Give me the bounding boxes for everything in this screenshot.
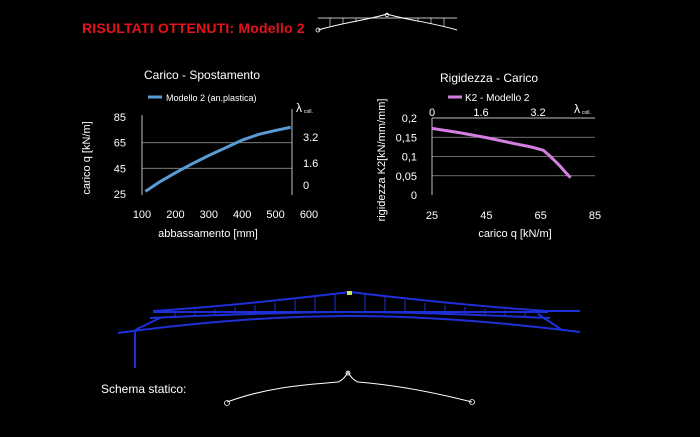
chart1-x-tick-label: 100 [133, 209, 151, 221]
chart2-secondary-tick-label: 1.6 [473, 107, 488, 119]
chart1-secondary-tick-label: 1.6 [303, 158, 318, 170]
chart2-series-line [431, 126, 572, 179]
chart2-y-tick-label: 0 [411, 190, 417, 202]
chart2-x-axis-label: carico q [kN/m] [478, 228, 551, 240]
chart1-y-tick-label: 25 [114, 189, 126, 201]
chart2-y-axis-label: rigidezza K2[kN/mm/mm] [376, 99, 388, 222]
chart1-x-tick-label: 600 [300, 209, 318, 221]
chart2-y-tick-label: 0,2 [402, 113, 417, 125]
chart1-series-line [144, 125, 291, 193]
chart1-x-axis-label: abbassamento [mm] [158, 228, 258, 240]
chart2-x-tick-label: 85 [589, 210, 601, 222]
page-title: RISULTATI OTTENUTI: Modello 2 [82, 20, 305, 36]
chart2-secondary-tick-label: 3.2 [530, 107, 545, 119]
chart2-title: Rigidezza - Carico [440, 71, 539, 85]
chart1-legend-label: Modello 2 (an.plastica) [166, 93, 257, 103]
chart1-y-axis-label: carico q [kN/m] [81, 121, 93, 194]
chart2-x-tick-label: 25 [426, 210, 438, 222]
chart2-legend-label: K2 - Modello 2 [465, 93, 530, 104]
chart1-secondary-tick-label: 3.2 [303, 132, 318, 144]
chart1-x-tick-label: 400 [233, 209, 251, 221]
chart1-x-tick-label: 500 [266, 209, 284, 221]
chart1-secondary-tick-label: 0 [303, 180, 309, 192]
chart2-x-tick-label: 45 [480, 210, 492, 222]
chart1-y-tick-label: 45 [114, 163, 126, 175]
chart2-x-tick-label: 65 [535, 210, 547, 222]
chart1-y-tick-label: 85 [114, 112, 126, 124]
chart2-y-tick-label: 0,15 [396, 132, 417, 144]
chart1-x-tick-label: 200 [166, 209, 184, 221]
chart1-title: Carico - Spostamento [144, 68, 261, 82]
chart2-y-tick-label: 0,1 [402, 152, 417, 164]
chart2-secondary-axis-label: λ [574, 102, 580, 116]
chart2-secondary-axis-subscript: coll. [582, 110, 591, 116]
schema-label: Schema statico: [101, 382, 187, 396]
chart2-secondary-tick-label: 0 [429, 107, 435, 119]
chart2-y-tick-label: 0,05 [396, 171, 417, 183]
chart1-y-tick-label: 65 [114, 138, 126, 150]
chart1-secondary-axis-label: λ [296, 101, 302, 115]
chart1-secondary-axis-subscript: coll. [304, 109, 313, 115]
chart1-x-tick-label: 300 [200, 209, 218, 221]
